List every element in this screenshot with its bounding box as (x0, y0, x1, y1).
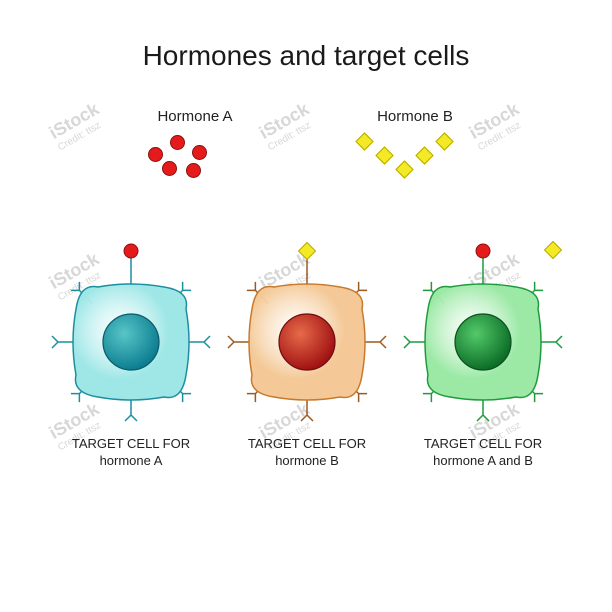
watermark: iStock Credit: ttsz (46, 99, 109, 154)
hormone-a-dot (192, 145, 207, 160)
cell-cellA: TARGET CELL FOR hormone A (46, 232, 216, 470)
diagram-title: Hormones and target cells (0, 40, 612, 72)
hormone-a-dot (186, 163, 201, 178)
hormone-b-diamond (395, 160, 413, 178)
legend-label-hormone-a: Hormone A (140, 108, 250, 125)
legend-label-hormone-b: Hormone B (360, 108, 470, 125)
cell-caption-cellB: TARGET CELL FOR hormone B (222, 436, 392, 470)
cell-cellAB: TARGET CELL FOR hormone A and B (398, 232, 568, 470)
hormone-b-diamond (415, 146, 433, 164)
watermark: iStock Credit: ttsz (256, 99, 319, 154)
watermark: iStock Credit: ttsz (466, 99, 529, 154)
hormone-a-dot (170, 135, 185, 150)
hormone-a-dot (148, 147, 163, 162)
cell-caption-cellAB: TARGET CELL FOR hormone A and B (398, 436, 568, 470)
cell-caption-cellA: TARGET CELL FOR hormone A (46, 436, 216, 470)
hormone-a-dot (162, 161, 177, 176)
hormone-b-diamond (435, 132, 453, 150)
hormone-b-diamond (375, 146, 393, 164)
cell-cellB: TARGET CELL FOR hormone B (222, 232, 392, 470)
hormone-b-diamond (355, 132, 373, 150)
diagram-canvas: iStock Credit: ttsz iStock Credit: ttsz iS… (0, 0, 612, 612)
